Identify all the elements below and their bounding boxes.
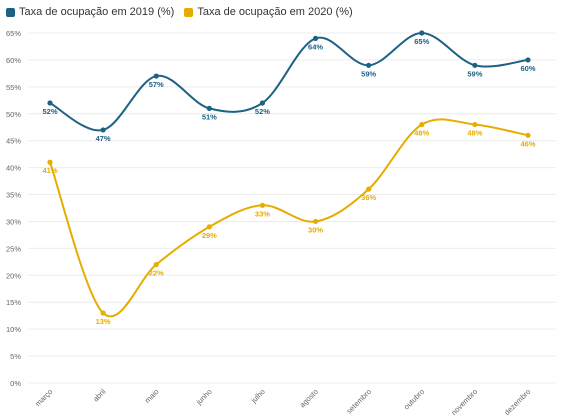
data-label-2019: 59% xyxy=(467,69,482,78)
y-tick-label: 50% xyxy=(6,110,21,119)
data-label-2019: 47% xyxy=(96,134,111,143)
legend-label-2020: Taxa de ocupação em 2020 (%) xyxy=(197,6,353,18)
x-tick-label: março xyxy=(33,387,54,408)
point-2020 xyxy=(312,218,319,225)
data-label-2020: 36% xyxy=(361,193,376,202)
y-tick-label: 20% xyxy=(6,271,21,280)
data-label-2019: 52% xyxy=(42,107,57,116)
legend-swatch-2020 xyxy=(184,7,194,17)
point-2019 xyxy=(259,100,266,106)
data-label-2020: 33% xyxy=(255,209,270,218)
y-tick-label: 60% xyxy=(6,56,21,65)
data-label-2020: 48% xyxy=(467,129,482,138)
data-label-2020: 48% xyxy=(414,129,429,138)
x-tick-label: maio xyxy=(143,387,161,405)
series-line-2020 xyxy=(49,118,529,318)
data-label-2020: 46% xyxy=(520,139,535,148)
y-tick-label: 10% xyxy=(6,325,21,334)
data-label-2019: 51% xyxy=(202,112,217,121)
point-2020 xyxy=(206,224,212,230)
x-tick-label: julho xyxy=(249,387,267,405)
legend-item-2019[interactable]: Taxa de ocupação em 2019 (%) xyxy=(6,6,174,18)
legend-label-2019: Taxa de ocupação em 2019 (%) xyxy=(19,6,175,18)
y-tick-label: 45% xyxy=(6,137,21,146)
x-tick-label: setembro xyxy=(345,387,373,415)
data-label-2020: 22% xyxy=(149,269,164,278)
y-tick-label: 35% xyxy=(6,191,21,200)
y-tick-label: 25% xyxy=(6,244,21,253)
legend-item-2020[interactable]: Taxa de ocupação em 2020 (%) xyxy=(184,6,353,18)
point-2020 xyxy=(100,310,106,316)
x-tick-label: abril xyxy=(91,387,108,404)
data-label-2019: 64% xyxy=(308,42,323,51)
y-tick-label: 0% xyxy=(10,379,21,388)
point-2019 xyxy=(206,105,212,111)
point-2020 xyxy=(366,186,372,192)
point-2019 xyxy=(525,57,531,63)
data-label-2020: 30% xyxy=(308,225,323,234)
y-tick-label: 55% xyxy=(6,83,21,92)
data-label-2020: 41% xyxy=(42,166,57,175)
series-line-2019 xyxy=(49,31,529,132)
point-2020 xyxy=(419,121,425,128)
point-2019 xyxy=(312,35,319,41)
y-tick-label: 5% xyxy=(10,352,21,361)
y-tick-label: 15% xyxy=(6,298,21,307)
point-2019 xyxy=(153,73,159,79)
data-label-2020: 13% xyxy=(96,317,111,326)
data-label-2019: 65% xyxy=(414,37,429,46)
point-2019 xyxy=(47,100,53,106)
point-2020 xyxy=(525,132,531,138)
x-tick-label: dezembro xyxy=(502,387,532,417)
legend: Taxa de ocupação em 2019 (%) Taxa de ocu… xyxy=(6,6,353,18)
point-2019 xyxy=(472,62,478,68)
point-2020 xyxy=(259,202,266,208)
x-tick-label: outubro xyxy=(402,387,426,411)
point-2020 xyxy=(47,159,53,165)
legend-swatch-2019 xyxy=(6,7,15,17)
y-tick-label: 40% xyxy=(6,164,21,173)
y-tick-label: 30% xyxy=(6,217,21,226)
point-2020 xyxy=(472,121,478,128)
data-label-2019: 52% xyxy=(255,107,270,116)
point-2019 xyxy=(419,30,425,36)
data-label-2019: 57% xyxy=(149,80,164,89)
data-label-2020: 29% xyxy=(202,231,217,240)
point-2020 xyxy=(153,261,159,268)
y-tick-label: 65% xyxy=(6,29,21,38)
data-label-2019: 60% xyxy=(520,64,535,73)
point-2019 xyxy=(100,127,106,133)
x-tick-label: junho xyxy=(194,387,214,407)
point-2019 xyxy=(366,62,372,68)
data-label-2019: 59% xyxy=(361,69,376,78)
x-tick-label: agosto xyxy=(298,387,320,409)
x-tick-label: novembro xyxy=(449,387,479,417)
